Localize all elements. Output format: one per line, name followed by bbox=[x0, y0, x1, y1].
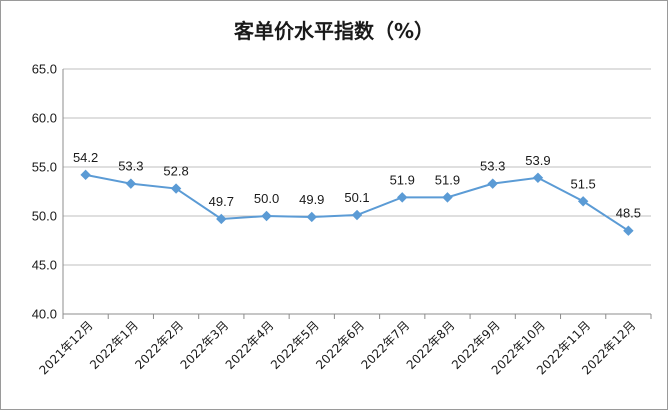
data-label: 48.5 bbox=[616, 206, 641, 221]
data-point-marker bbox=[125, 178, 137, 189]
data-label: 51.9 bbox=[390, 172, 415, 187]
data-label: 50.0 bbox=[254, 191, 279, 206]
data-label: 51.5 bbox=[570, 176, 595, 191]
data-label: 53.3 bbox=[118, 159, 143, 174]
data-point-marker bbox=[80, 169, 91, 181]
data-point-marker bbox=[261, 210, 272, 222]
y-tick-label: 45.0 bbox=[32, 258, 57, 273]
data-label: 53.9 bbox=[525, 153, 550, 168]
data-point-marker bbox=[216, 213, 227, 225]
data-label: 51.9 bbox=[435, 172, 460, 187]
data-point-marker bbox=[442, 192, 453, 203]
data-point-marker bbox=[351, 209, 363, 221]
data-point-marker bbox=[623, 225, 634, 236]
data-label: 52.8 bbox=[163, 164, 188, 179]
x-axis-ticks: 2021年12月2022年1月2022年2月2022年3月2022年4月2022… bbox=[36, 314, 652, 377]
data-point-marker bbox=[532, 172, 544, 183]
data-point-marker bbox=[487, 178, 498, 189]
y-tick-label: 55.0 bbox=[32, 160, 57, 175]
chart-title: 客单价水平指数（%） bbox=[233, 19, 434, 43]
y-tick-label: 40.0 bbox=[32, 307, 57, 322]
data-point-marker bbox=[577, 196, 589, 207]
y-tick-label: 65.0 bbox=[32, 62, 57, 77]
data-point-marker bbox=[170, 183, 182, 194]
series-group bbox=[80, 169, 634, 236]
data-point-marker bbox=[397, 192, 408, 203]
data-labels: 54.2 53.3 52.8 49.7 50.0 49.9 50.1 51.9 51.9 53.3… bbox=[73, 150, 641, 221]
y-axis-ticks: 40.0 45.0 50.0 55.0 60.0 65.0 bbox=[32, 62, 57, 322]
x-tick-label: 2021年12月 bbox=[36, 318, 95, 377]
y-tick-label: 50.0 bbox=[32, 209, 57, 224]
data-label: 50.1 bbox=[344, 190, 369, 205]
data-label: 54.2 bbox=[73, 150, 98, 165]
y-tick-label: 60.0 bbox=[32, 111, 57, 126]
data-label: 49.9 bbox=[299, 192, 324, 207]
data-point-marker bbox=[306, 211, 317, 223]
data-label: 53.3 bbox=[480, 159, 505, 174]
data-label: 49.7 bbox=[209, 194, 234, 209]
